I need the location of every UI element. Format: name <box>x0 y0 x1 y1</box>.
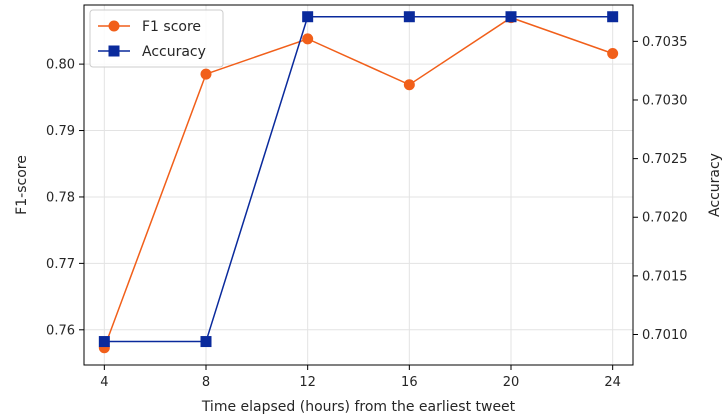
x-tick-label: 20 <box>503 375 520 390</box>
axis-ticks: 4 8 12 16 20 24 0.76 0.77 0.78 0.79 0.80 0.7010 0.70… <box>46 35 687 390</box>
f1-point <box>403 79 415 91</box>
series-line-f1 <box>103 16 613 348</box>
series-line-accuracy <box>104 15 613 343</box>
y-axis-label: F1-score <box>14 155 30 215</box>
accuracy-point <box>302 11 314 23</box>
legend-box <box>89 9 224 68</box>
x-tick-label: 24 <box>604 375 621 390</box>
x-tick-label: 16 <box>401 375 418 390</box>
x-tick-label: 4 <box>100 375 108 390</box>
y2-tick-label: 0.7020 <box>642 211 688 226</box>
x-tick-label: 8 <box>202 375 210 390</box>
legend: F1 score Accuracy <box>89 9 224 68</box>
accuracy-point <box>200 336 212 348</box>
y-tick-label: 0.76 <box>46 323 75 338</box>
y2-tick-label: 0.7015 <box>642 269 688 284</box>
legend-marker-accuracy <box>108 45 120 57</box>
f1-point <box>302 33 314 45</box>
y2-axis-label: Accuracy <box>707 153 723 217</box>
y-tick-label: 0.77 <box>46 257 75 272</box>
legend-marker-f1 <box>108 20 120 32</box>
legend-label-f1: F1 score <box>142 19 201 35</box>
series-layer <box>98 11 619 354</box>
x-axis-label: Time elapsed (hours) from the earliest t… <box>201 399 516 415</box>
accuracy-point <box>607 11 619 23</box>
y2-tick-label: 0.7035 <box>642 35 688 50</box>
accuracy-point <box>98 336 110 348</box>
legend-label-accuracy: Accuracy <box>142 44 206 60</box>
y2-tick-label: 0.7010 <box>642 328 688 343</box>
y-tick-label: 0.78 <box>46 190 75 205</box>
f1-point <box>607 47 619 59</box>
accuracy-point <box>505 11 517 23</box>
plot-frame <box>83 4 634 366</box>
x-tick-label: 12 <box>299 375 316 390</box>
y-tick-label: 0.80 <box>46 58 75 73</box>
y2-tick-label: 0.7030 <box>642 93 688 108</box>
accuracy-point <box>403 11 415 23</box>
y-tick-label: 0.79 <box>46 124 75 139</box>
y2-tick-label: 0.7025 <box>642 152 688 167</box>
f1-point <box>200 68 212 80</box>
